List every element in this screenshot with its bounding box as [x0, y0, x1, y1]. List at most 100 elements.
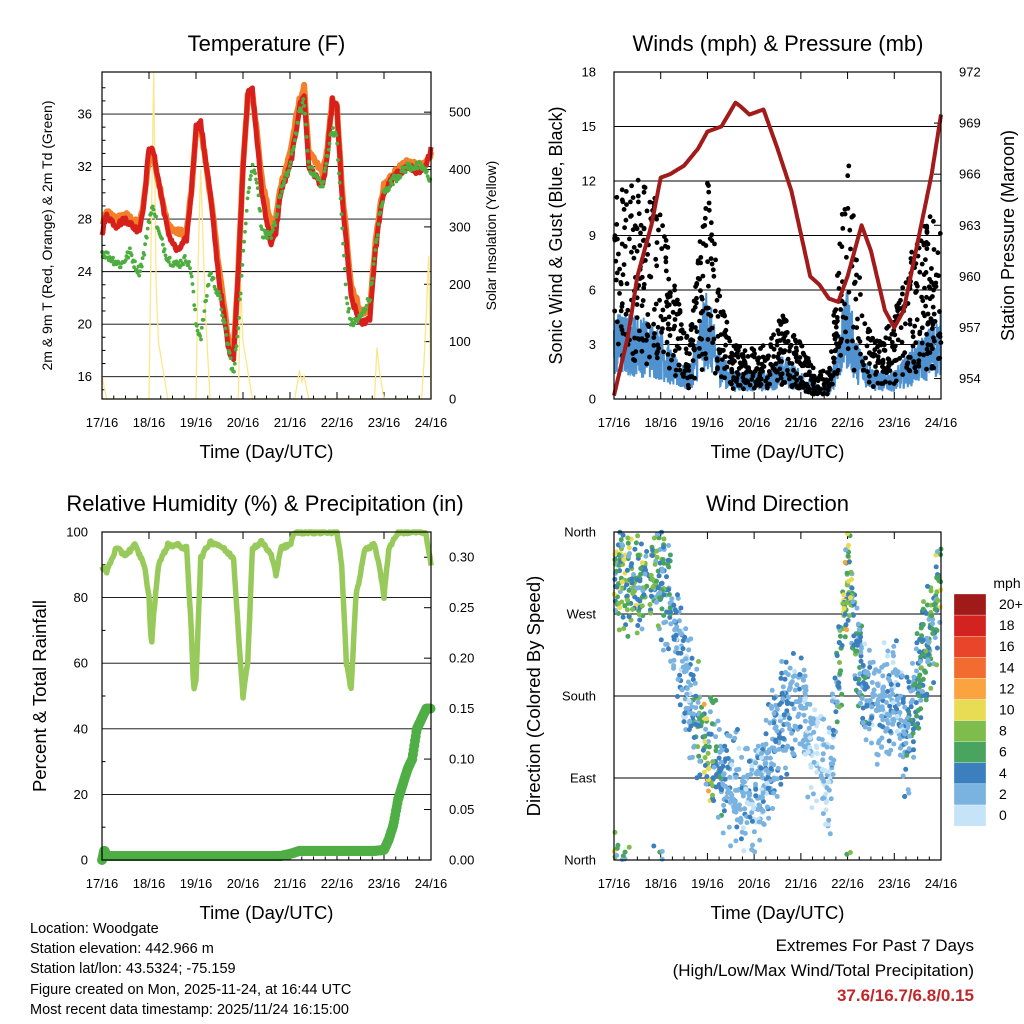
winds-gust-point [880, 381, 886, 386]
winds-gust-point [846, 163, 852, 169]
direction-point [642, 565, 648, 571]
direction-point [784, 771, 790, 777]
winds-gust-point [667, 290, 673, 296]
direction-point [928, 588, 934, 594]
winds-gust-point [620, 199, 626, 205]
direction-point [751, 829, 757, 835]
direction-point [656, 573, 662, 579]
winds-gust-point [632, 335, 637, 341]
temperature-dewpoint-point [255, 186, 260, 191]
direction-point [766, 815, 772, 821]
winds-gust-point [710, 340, 715, 346]
direction-point [649, 553, 655, 559]
direction-point [774, 776, 780, 782]
direction-point [763, 731, 769, 737]
winds-gust-point [618, 281, 624, 287]
direction-point [887, 703, 893, 709]
direction-point [744, 820, 750, 826]
direction-point [869, 680, 875, 685]
direction-point [816, 736, 822, 742]
winds-gust-point [870, 336, 876, 341]
winds-gust-point [797, 355, 803, 360]
winds-gust-point [667, 333, 673, 338]
direction-point [614, 568, 620, 574]
direction-point [668, 621, 674, 627]
direction-point [736, 745, 742, 751]
direction-point [753, 786, 759, 792]
direction-point [708, 731, 714, 737]
temperature-dewpoint-point [359, 313, 364, 318]
direction-point [814, 769, 820, 775]
direction-point [683, 626, 689, 632]
direction-point [820, 751, 826, 757]
winds-gust-point [836, 344, 842, 350]
direction-point [932, 606, 938, 612]
station-info: Location: Woodgate Station elevation: 44… [30, 919, 351, 1020]
direction-point [839, 691, 845, 697]
direction-point [614, 845, 620, 851]
temperature-dewpoint-point [138, 269, 143, 274]
direction-point [759, 750, 764, 756]
direction-point [697, 758, 703, 764]
winds-gust-point [924, 225, 930, 231]
direction-point [914, 713, 920, 719]
temperature-dewpoint-point [252, 168, 257, 173]
direction-point [891, 716, 897, 722]
direction-point [888, 681, 894, 687]
winds-gust-point [838, 352, 843, 358]
direction-point [875, 697, 881, 703]
winds-y2tick-label: 954 [959, 371, 981, 386]
winds-gust-point [734, 370, 740, 375]
humidity-precip-points [97, 703, 436, 865]
winds-gust-point [789, 361, 795, 366]
winds-gust-point [884, 370, 889, 376]
winds-y2tick-label: 957 [959, 320, 981, 335]
winds-gust-point [636, 336, 642, 342]
winds-gust-point [924, 351, 930, 357]
winds-gust-point [617, 266, 622, 272]
direction-point [701, 769, 707, 775]
temperature-xtick-label: 24/16 [415, 415, 448, 430]
temperature-dewpoint-point [242, 239, 247, 244]
temperature-dewpoint-point [287, 168, 291, 173]
direction-point [862, 641, 868, 647]
direction-point [771, 710, 777, 716]
direction-point [681, 719, 687, 725]
direction-point [693, 705, 699, 711]
winds-gust-point [724, 319, 730, 325]
winds-gust-point [693, 325, 698, 330]
direction-point [667, 600, 673, 606]
direction-point [788, 681, 794, 687]
direction-point [929, 613, 935, 619]
winds-gust-point [771, 346, 777, 352]
winds-gust-point [835, 367, 841, 373]
direction-point [845, 617, 851, 623]
direction-point [910, 730, 916, 736]
winds-gust-point [785, 356, 791, 362]
temperature-dewpoint-point [322, 169, 327, 174]
winds-gust-point [641, 225, 647, 231]
temperature-dewpoint-point [269, 236, 274, 240]
winds-gust-point [832, 309, 838, 314]
direction-point [713, 734, 719, 740]
winds-gust-point [892, 372, 898, 377]
direction-point [896, 701, 902, 707]
temperature-ytick-label: 16 [78, 369, 92, 384]
temperature-dewpoint-point [160, 237, 165, 241]
temperature-dewpoint-point [398, 174, 403, 179]
direction-point [803, 733, 809, 739]
direction-point [732, 735, 738, 741]
direction-point [890, 670, 896, 675]
temperature-dewpoint-point [134, 267, 139, 272]
winds-gust-point [688, 337, 694, 343]
winds-gust-point [910, 329, 916, 335]
winds-gust-point [638, 222, 644, 228]
winds-gust-point [931, 287, 936, 293]
temperature-plot-border [101, 71, 432, 400]
winds-gust-point [749, 353, 755, 358]
winds-gust-point [783, 330, 789, 336]
winds-gust-point [727, 354, 733, 360]
direction-point [667, 605, 673, 611]
direction-point [735, 804, 741, 810]
winds-gust-point [647, 273, 652, 279]
